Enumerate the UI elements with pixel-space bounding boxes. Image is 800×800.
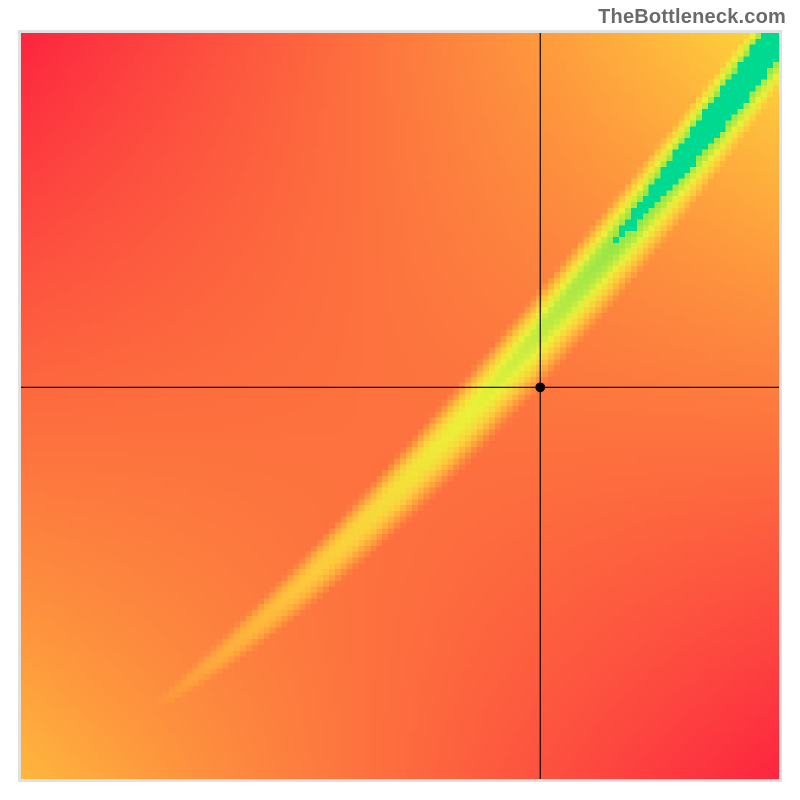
- heatmap-plot: [18, 30, 782, 782]
- heatmap-canvas: [21, 33, 779, 779]
- watermark-text: TheBottleneck.com: [598, 6, 786, 29]
